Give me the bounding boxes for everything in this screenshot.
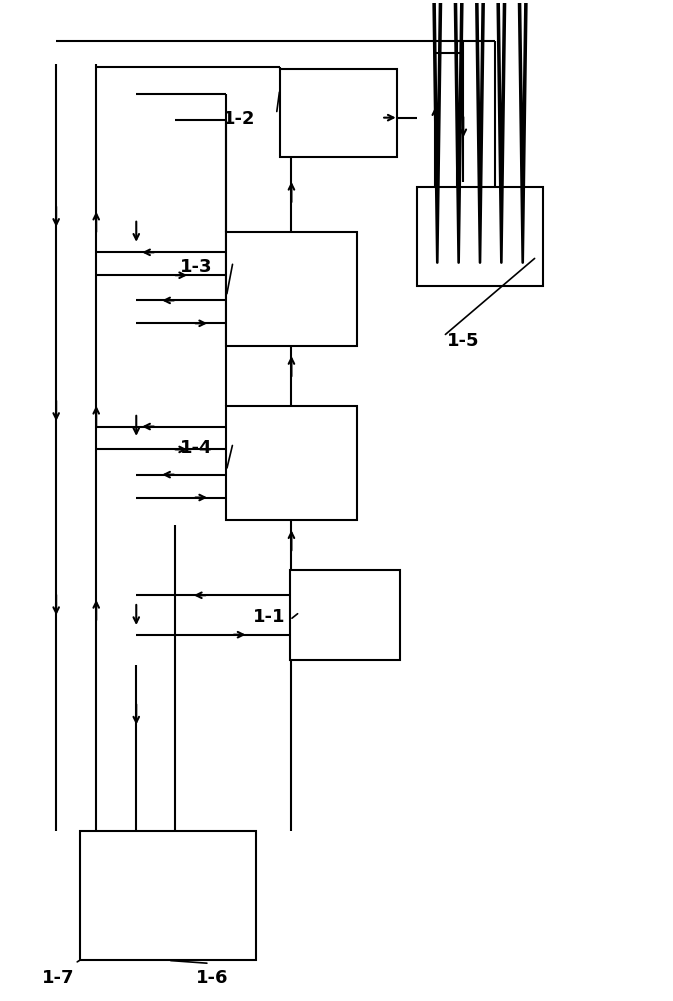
- Text: 1-7: 1-7: [42, 969, 74, 987]
- Text: 1-1: 1-1: [253, 608, 285, 626]
- Bar: [417, 187, 543, 286]
- Text: 1-4: 1-4: [180, 438, 212, 456]
- Text: 1-6: 1-6: [197, 969, 229, 987]
- Bar: [79, 831, 256, 960]
- Bar: [280, 69, 396, 157]
- Text: 1-5: 1-5: [447, 332, 479, 350]
- Bar: [226, 406, 357, 521]
- Bar: [290, 571, 400, 660]
- Text: 1-2: 1-2: [223, 110, 256, 128]
- Bar: [226, 231, 357, 346]
- Text: 1-3: 1-3: [180, 257, 212, 275]
